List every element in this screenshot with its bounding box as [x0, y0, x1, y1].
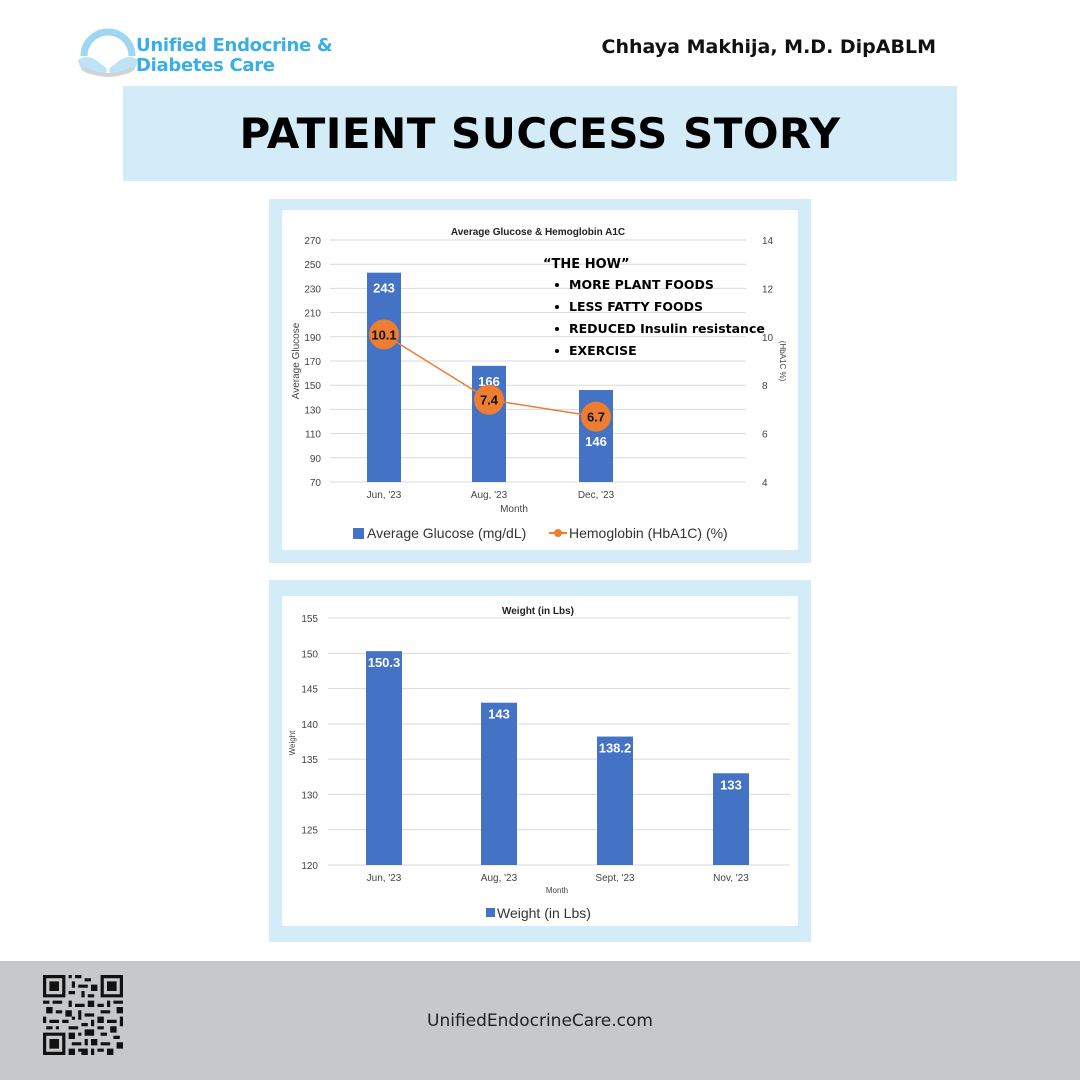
legend-glucose-label: Average Glucose (mg/dL) [367, 525, 526, 541]
chart1-y-tick-label: 230 [304, 284, 321, 295]
title-banner: PATIENT SUCCESS STORY [123, 86, 957, 181]
chart1-title: Average Glucose & Hemoglobin A1C [451, 227, 625, 238]
the-how-item: MORE PLANT FOODS [569, 277, 714, 292]
chart2-y-tick-label: 150 [301, 649, 318, 660]
the-how-heading: “THE HOW” [543, 257, 630, 272]
the-how-bullet-icon [555, 305, 559, 309]
weight-bar-label: 133 [720, 777, 742, 792]
chart2-y-tick-label: 125 [301, 826, 318, 837]
weight-bar-label: 138.2 [599, 741, 632, 756]
clinic-name-line2: Diabetes Care [136, 55, 275, 76]
weight-bar [366, 651, 402, 865]
clinic-logo [78, 28, 138, 77]
the-how-bullet-icon [555, 349, 559, 353]
chart1-x-axis-label: Month [500, 504, 528, 515]
chart2-y-tick-label: 145 [301, 685, 318, 696]
chart1-y-tick-label: 90 [310, 454, 322, 465]
weight-bar [597, 736, 633, 865]
a1c-point-label: 10.1 [371, 327, 396, 342]
weight-bar [481, 702, 517, 865]
chart1-y-tick-label: 70 [310, 478, 322, 489]
chart1-y2-tick-label: 12 [762, 284, 774, 295]
weight-bar-label: 150.3 [368, 655, 401, 670]
glucose-bar [367, 272, 401, 482]
glucose-bar-label: 146 [585, 434, 607, 449]
chart1-y-tick-label: 250 [304, 260, 321, 271]
chart2-y-tick-label: 140 [301, 720, 318, 731]
glucose-chart-panel [269, 199, 811, 563]
legend-a1c-label: Hemoglobin (HbA1C) (%) [569, 525, 728, 541]
a1c-point [474, 384, 504, 415]
the-how-annotation: “THE HOW” MORE PLANT FOODS LESS FATTY FOO… [543, 257, 765, 358]
chart2-x-tick-label: Nov, '23 [713, 873, 749, 884]
the-how-item: EXERCISE [569, 343, 637, 358]
chart2-title: Weight (in Lbs) [502, 606, 574, 617]
chart1-y2-tick-label: 6 [762, 430, 768, 441]
doctor-name: Chhaya Makhija, M.D. DipABLM [601, 36, 936, 58]
legend-a1c-marker [554, 529, 562, 537]
a1c-point [581, 401, 611, 432]
weight-bar [713, 773, 749, 865]
glucose-bar-label: 166 [478, 374, 500, 389]
weight-bar-label: 143 [488, 707, 510, 722]
chart1-y-tick-label: 130 [304, 405, 321, 416]
qr-code-icon[interactable] [43, 975, 123, 1055]
chart1-x-tick-label: Dec, '23 [578, 490, 615, 501]
legend-glucose-swatch [353, 528, 364, 539]
chart2-y-tick-label: 155 [301, 614, 318, 625]
chart2-x-axis-label: Month [546, 886, 568, 895]
chart2-x-tick-label: Aug, '23 [481, 873, 518, 884]
chart1-y2-tick-label: 4 [762, 478, 768, 489]
chart1-x-tick-label: Aug, '23 [471, 490, 508, 501]
glucose-bar-label: 243 [373, 281, 395, 296]
footer-bar [0, 961, 1080, 1080]
website-link[interactable]: UnifiedEndocrineCare.com [427, 1011, 653, 1031]
chart1-y-tick-label: 150 [304, 381, 321, 392]
chart1-y-tick-label: 270 [304, 236, 321, 247]
clinic-name: Unified Endocrine & Diabetes Care [136, 35, 333, 76]
chart1-y-tick-label: 210 [304, 309, 321, 320]
the-how-bullet-icon [555, 327, 559, 331]
chart1-x-tick-label: Jun, '23 [367, 490, 402, 501]
chart2-y-tick-label: 135 [301, 755, 318, 766]
legend-weight-label: Weight (in Lbs) [497, 905, 591, 921]
chart2-y-tick-label: 120 [301, 861, 318, 872]
the-how-item: REDUCED Insulin resistance [569, 321, 765, 336]
chart1-y-tick-label: 110 [305, 430, 321, 441]
chart1-y-tick-label: 170 [304, 357, 321, 368]
a1c-point-label: 7.4 [480, 393, 499, 408]
legend-weight-swatch [486, 908, 495, 917]
chart1-y-tick-label: 190 [304, 333, 321, 344]
chart2-x-tick-label: Jun, '23 [367, 873, 402, 884]
chart2-y-tick-label: 130 [301, 790, 318, 801]
a1c-point [369, 319, 399, 350]
chart1-y2-axis-label: (HbA1C %) [778, 341, 787, 382]
the-how-item: LESS FATTY FOODS [569, 299, 703, 314]
a1c-point-label: 6.7 [587, 410, 605, 425]
chart1-y2-tick-label: 10 [762, 333, 774, 344]
chart2-y-axis-label: Weight [288, 730, 297, 756]
the-how-bullet-icon [555, 283, 559, 287]
chart2-x-tick-label: Sept, '23 [595, 873, 635, 884]
chart1-y2-tick-label: 8 [762, 381, 768, 392]
page-title: PATIENT SUCCESS STORY [239, 109, 841, 158]
chart1-y-axis-label: Average Glucose [291, 322, 302, 399]
clinic-name-line1: Unified Endocrine & [136, 35, 333, 56]
chart1-y2-tick-label: 14 [762, 236, 774, 247]
